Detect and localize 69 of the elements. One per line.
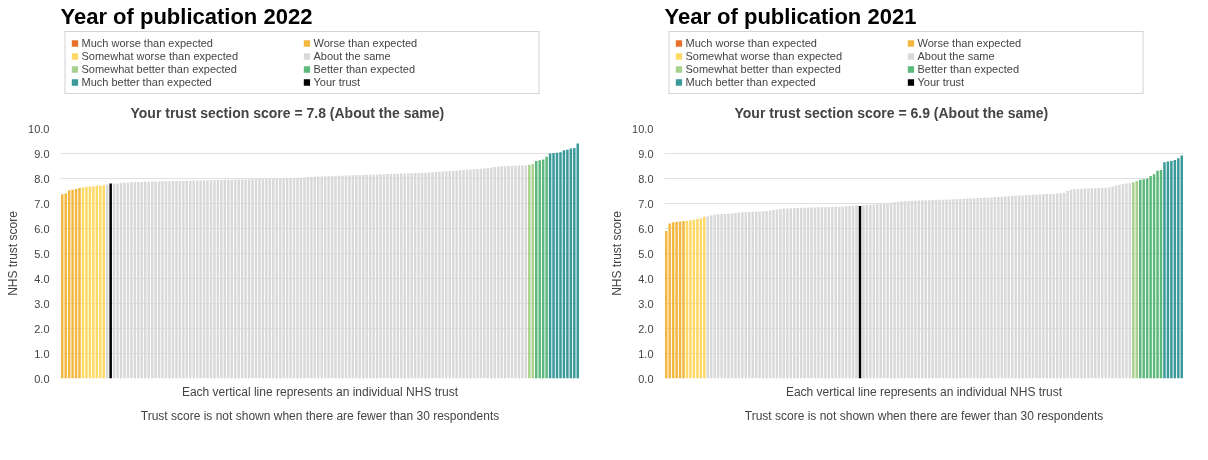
legend-label: Your trust	[313, 76, 362, 88]
legend-label: Much worse than expected	[685, 37, 818, 49]
legend-label: Much better than expected	[81, 76, 213, 88]
legend-label: Worse than expected	[917, 37, 1023, 49]
text: Trust score is not shown when there are fewer than 30 respondents	[140, 408, 500, 423]
x-axis-title: Each vertical line represents an individual NHS trust	[785, 384, 1063, 399]
chart-title: Year of publication 2022	[60, 3, 313, 29]
y-tick-label: 1.0	[34, 347, 50, 360]
bar	[78, 188, 81, 379]
bar	[668, 223, 671, 379]
legend-label: Worse than expected	[313, 37, 419, 49]
legend-label: About the same	[917, 50, 996, 62]
text: Trust score is not shown when there are fewer than 30 respondents	[744, 408, 1104, 423]
y-tick-label: 2.0	[34, 322, 50, 335]
y-tick-label: 1.0	[638, 347, 654, 360]
bar	[1149, 176, 1152, 379]
legend-label: Somewhat better than expected	[685, 63, 842, 75]
y-tick-label: 6.0	[638, 222, 654, 235]
y-axis-title: NHS trust score	[610, 210, 625, 296]
y-tick-label: 10.0	[28, 122, 50, 135]
bar	[1132, 182, 1135, 379]
legend-label: Much better than expected	[685, 76, 817, 88]
x-axis-title: Each vertical line represents an individual NHS trust	[181, 384, 459, 399]
y-tick-label: 10.0	[632, 122, 654, 135]
y-tick-label: 3.0	[34, 297, 50, 310]
chart-subtitle: Your trust section score = 7.8 (About the same)	[130, 104, 445, 121]
bar	[71, 189, 74, 379]
bar	[92, 186, 95, 379]
y-tick-label: 2.0	[638, 322, 654, 335]
y-tick-label: 5.0	[638, 247, 654, 260]
legend-label: About the same	[313, 50, 392, 62]
legend-label: Better than expected	[313, 63, 416, 75]
bar	[109, 183, 112, 379]
y-tick-label: 4.0	[638, 272, 654, 285]
chart-title: Year of publication 2021	[664, 3, 917, 29]
y-tick-label: 3.0	[638, 297, 654, 310]
y-tick-label: 7.0	[638, 197, 654, 210]
bar	[682, 221, 685, 379]
legend-label: Much worse than expected	[81, 37, 214, 49]
bar	[545, 156, 548, 379]
bar	[1170, 161, 1173, 379]
y-tick-label: 4.0	[34, 272, 50, 285]
bar	[559, 152, 562, 379]
bar	[1163, 162, 1166, 379]
legend-label: Better than expected	[917, 63, 1020, 75]
legend-label: Somewhat better than expected	[81, 63, 238, 75]
bar	[696, 219, 699, 379]
bar	[573, 148, 576, 379]
y-tick-label: 5.0	[34, 247, 50, 260]
bar	[552, 153, 555, 379]
y-tick-label: 8.0	[34, 172, 50, 185]
bar	[689, 220, 692, 379]
y-tick-label: 7.0	[34, 197, 50, 210]
legend-label: Somewhat worse than expected	[81, 50, 240, 62]
legend-label: Your trust	[917, 76, 966, 88]
chart-subtitle: Your trust section score = 6.9 (About the same)	[734, 104, 1049, 121]
bar	[1156, 170, 1159, 379]
y-tick-label: 8.0	[638, 172, 654, 185]
y-tick-label: 9.0	[638, 147, 654, 160]
bar	[85, 186, 88, 379]
y-tick-label: 6.0	[34, 222, 50, 235]
bar	[528, 164, 531, 379]
y-tick-label: 9.0	[34, 147, 50, 160]
bar	[566, 149, 569, 379]
y-tick-label: 0.0	[638, 372, 654, 385]
legend-label: Somewhat worse than expected	[685, 50, 844, 62]
bar	[675, 221, 678, 379]
y-tick-label: 0.0	[34, 372, 50, 385]
y-axis-title: NHS trust score	[6, 210, 21, 296]
